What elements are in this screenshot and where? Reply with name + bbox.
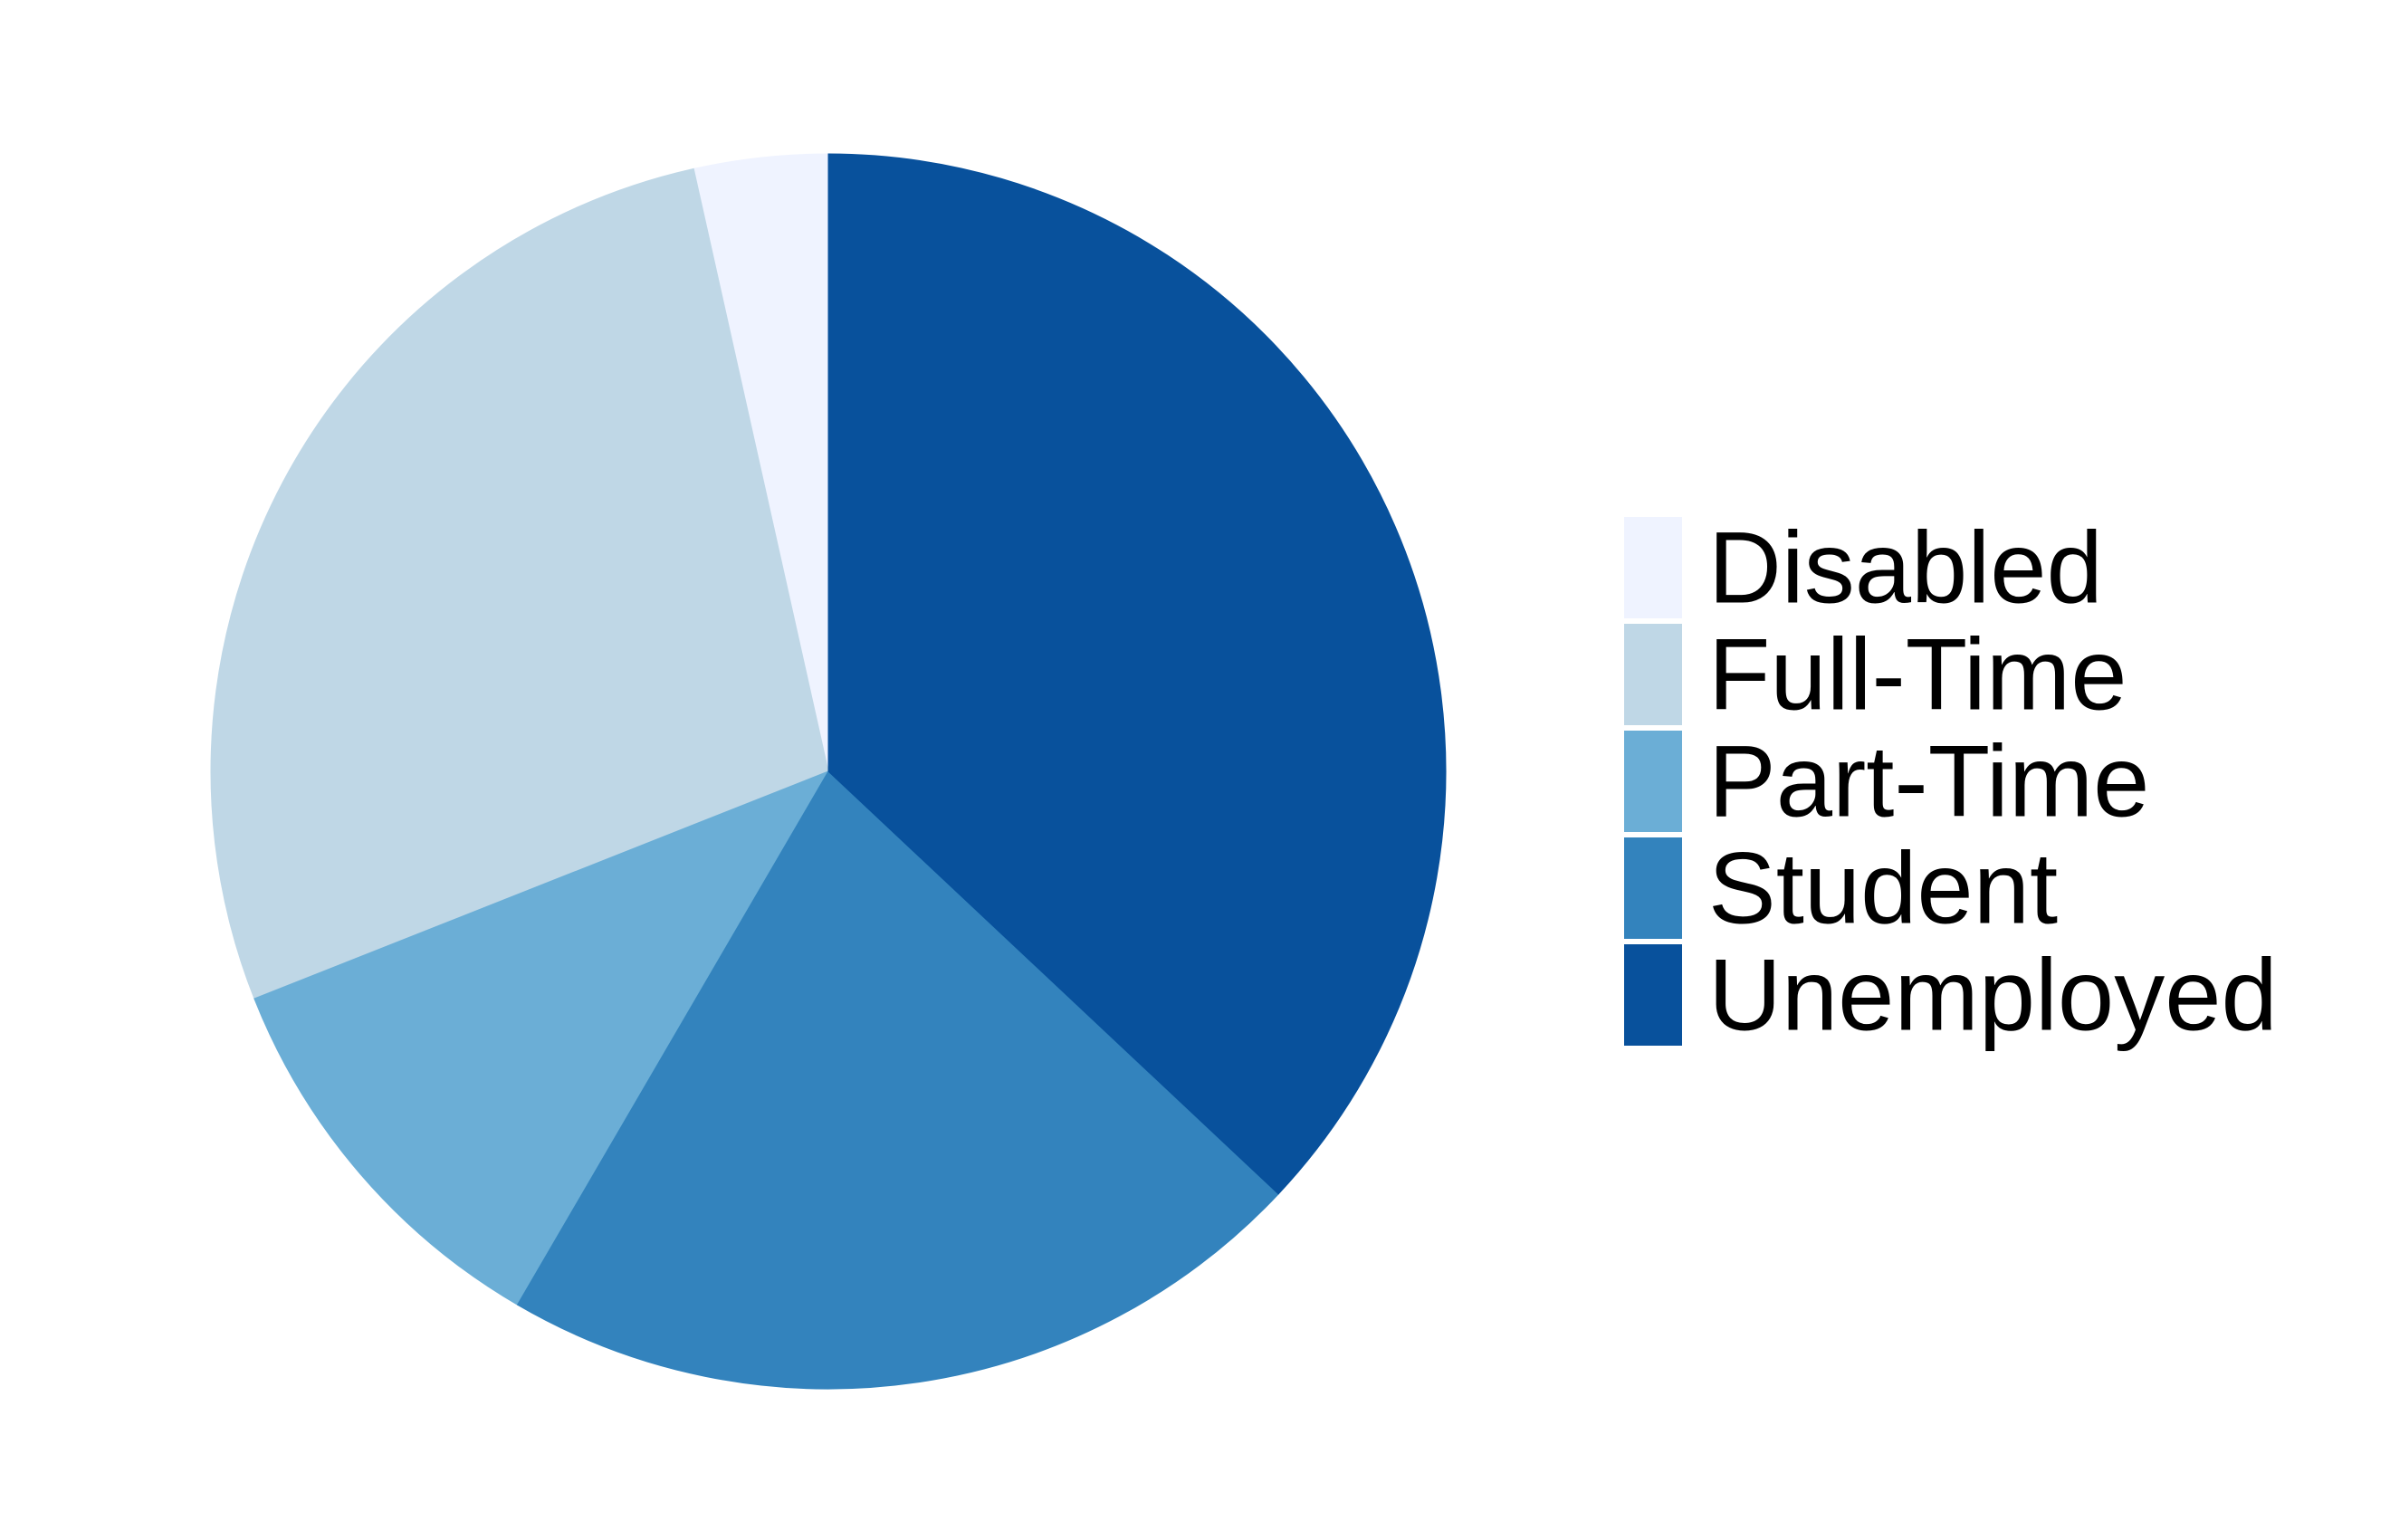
pie-slice-part-time — [253, 770, 830, 1306]
legend-label-student: Student — [1708, 832, 2058, 945]
legend-label-full-time: Full-Time — [1708, 618, 2127, 732]
pie-slices — [210, 153, 1447, 1390]
legend-label-disabled: Disabled — [1708, 512, 2103, 625]
pie-slice-unemployed — [827, 153, 1447, 1195]
legend-swatch-student — [1624, 837, 1682, 939]
pie-slice-full-time — [210, 167, 829, 1000]
legend: DisabledFull-TimePart-TimeStudentUnemplo… — [1624, 512, 2278, 1052]
legend-swatch-disabled — [1624, 517, 1682, 618]
legend-swatch-part-time — [1624, 731, 1682, 832]
pie-slice-student — [516, 770, 1279, 1390]
legend-label-part-time: Part-Time — [1708, 725, 2149, 838]
legend-swatch-full-time — [1624, 624, 1682, 725]
legend-swatch-unemployed — [1624, 944, 1682, 1046]
legend-label-unemployed: Unemployed — [1708, 939, 2278, 1052]
